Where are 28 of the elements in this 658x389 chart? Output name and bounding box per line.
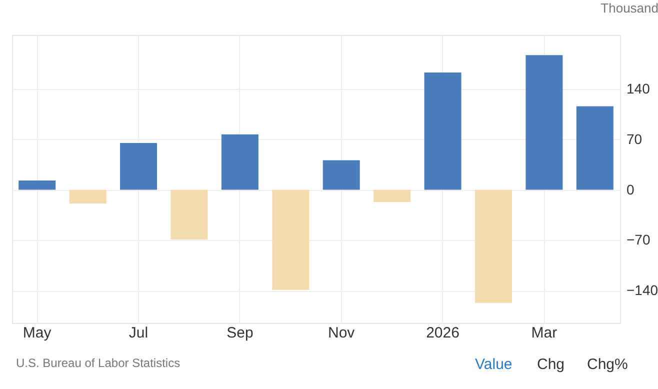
y-tick-label: 140: [626, 80, 650, 96]
x-tick-label: Sep: [226, 324, 254, 342]
y-tick-label: 70: [626, 130, 642, 147]
y-tick-label: −140: [626, 282, 658, 298]
text: U.S. Bureau of Labor Statistics: [16, 356, 180, 370]
bar: [474, 190, 512, 303]
bar: [272, 190, 310, 290]
bar: [69, 190, 106, 204]
bar: [526, 55, 563, 190]
bar: [18, 180, 56, 190]
y-axis-title: Thousand: [600, 0, 658, 16]
x-tick-label: Nov: [328, 324, 356, 342]
bar: [374, 190, 411, 202]
bar: [170, 190, 208, 240]
bar: [221, 134, 258, 190]
bar: [576, 106, 614, 190]
x-tick-label: Mar: [531, 324, 558, 342]
y-tick-label: −70: [626, 232, 650, 248]
x-tick-label: Jul: [128, 324, 148, 342]
y-tick-label: 0: [626, 181, 634, 198]
bar: [120, 143, 158, 190]
x-tick-label: May: [22, 324, 52, 342]
x-tick-label: 2026: [426, 324, 460, 342]
bar: [424, 72, 462, 190]
bar: [322, 160, 360, 190]
text: Chg: [537, 356, 565, 373]
text: Chg%: [587, 356, 628, 373]
text: Value: [475, 356, 512, 373]
